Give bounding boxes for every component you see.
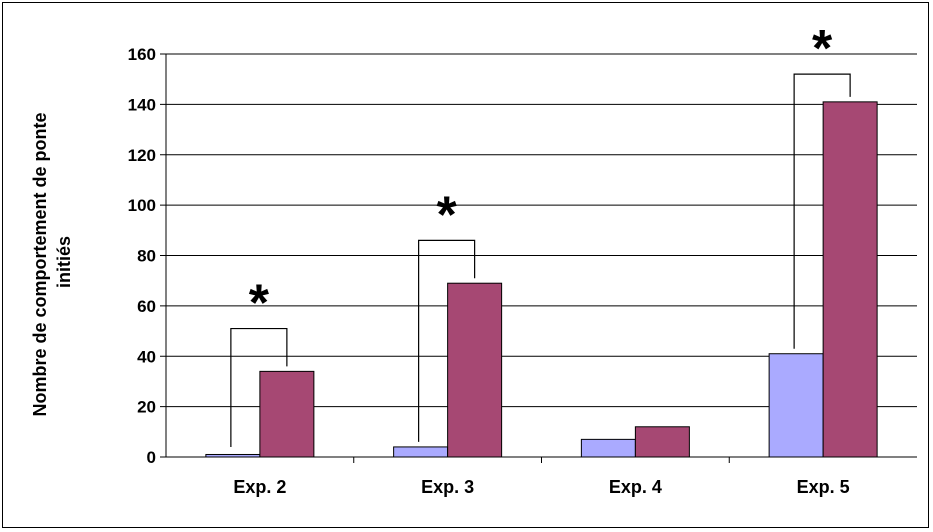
significance-star: *	[437, 186, 458, 244]
y-tick-label: 140	[128, 95, 156, 114]
significance-bracket	[418, 239, 476, 442]
y-tick-label: 40	[137, 347, 156, 366]
bars	[205, 101, 878, 458]
axes	[160, 53, 917, 463]
labels: 0 20 40 60 80 100 120 140 160 Exp. 2 Exp. 3 Exp. 4 E…	[128, 45, 850, 497]
bar-series-1-exp-5	[768, 353, 824, 458]
x-category-label: Exp. 4	[609, 477, 662, 497]
x-category-label: Exp. 3	[421, 477, 474, 497]
significance-star: *	[812, 20, 833, 78]
bar-series-1-exp-3	[393, 446, 449, 458]
bar-series-2-exp-3	[447, 282, 503, 458]
y-tick-label: 60	[137, 297, 156, 316]
y-tick-label: 120	[128, 146, 156, 165]
bar-series-1-exp-4	[580, 438, 636, 458]
significance-bracket	[230, 327, 288, 447]
bar-series-2-exp-4	[634, 426, 690, 458]
y-tick-label: 100	[128, 196, 156, 215]
significance-bracket	[793, 73, 851, 349]
y-axis-title-line-2: initiés	[54, 236, 74, 288]
x-category-label: Exp. 5	[797, 477, 850, 497]
y-tick-label: 160	[128, 45, 156, 64]
y-axis-title-line-1: Nombre de comportement de ponte	[30, 112, 50, 416]
y-tick-label: 20	[137, 398, 156, 417]
significance-star: *	[249, 275, 270, 333]
significance-markers: * * *	[230, 20, 851, 447]
y-axis-title: Nombre de comportement de ponte initiés	[30, 107, 74, 416]
bar-series-2-exp-2	[259, 370, 315, 458]
y-tick-label: 80	[137, 247, 156, 266]
x-category-label: Exp. 2	[233, 477, 286, 497]
y-tick-label: 0	[147, 448, 156, 467]
bar-series-2-exp-5	[822, 101, 878, 458]
